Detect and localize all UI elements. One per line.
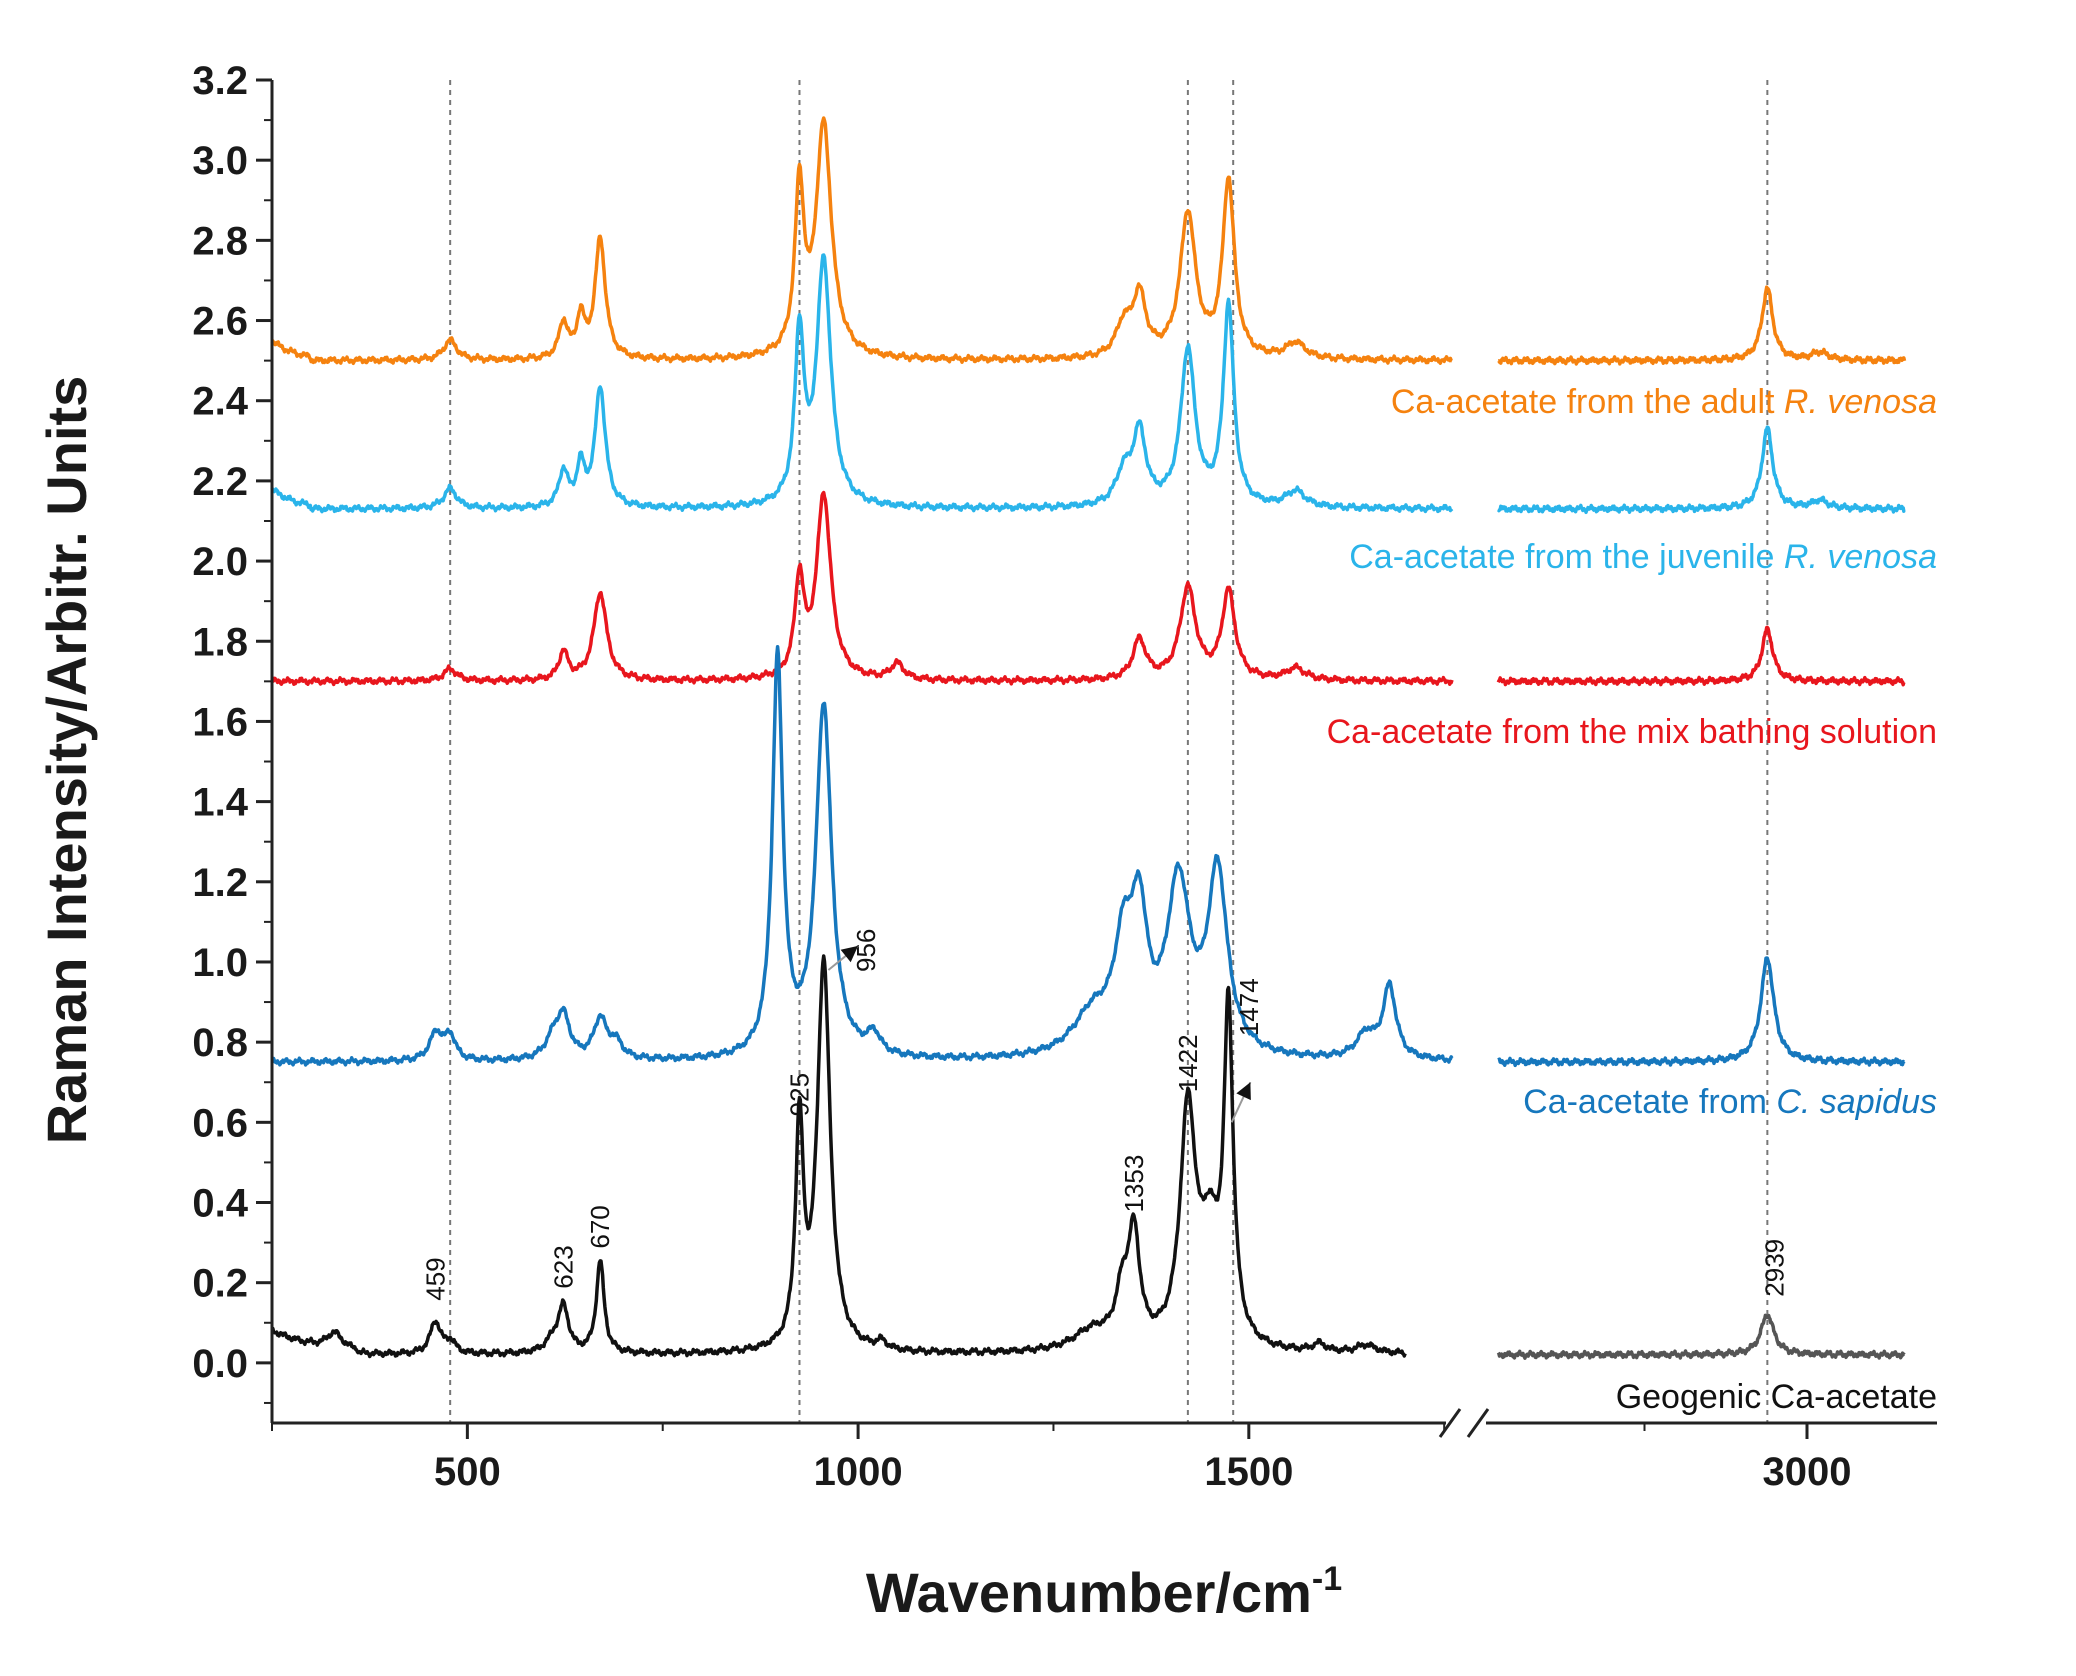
y-tick-label: 2.0 [192,540,248,584]
y-tick-label: 2.2 [192,460,248,504]
x-tick-label: 1500 [1204,1450,1293,1494]
y-tick-label: 0.4 [192,1182,248,1226]
series-label-prefix: Ca-acetate from [1523,1083,1776,1121]
y-tick-label: 1.8 [192,620,248,664]
axes: 0.0 0.2 0.4 0.6 0.8 1.0 1.2 1.4 1.6 1.8 2.0 2.2 2.4 2… [35,59,1937,1624]
peak-label-1422: 1422 [1173,1034,1203,1092]
y-tick-label: 0.8 [192,1021,248,1065]
peak-label-670: 670 [585,1205,615,1248]
peak-label-623: 623 [548,1245,578,1288]
x-axis-title: Wavenumber/cm-1 [866,1560,1342,1624]
series-label: Ca-acetate from the adult R. venosa [1391,383,1937,421]
y-tick-label: 3.0 [192,139,248,183]
series-line [271,954,1407,1359]
peak-arrow-956-head [840,945,859,963]
y-tick-label: 2.6 [192,300,248,344]
series-line [1496,425,1906,515]
y-tick-label: 2.4 [192,380,248,424]
peak-label-1474: 1474 [1234,978,1264,1036]
series-label: Ca-acetate from the juvenile R. venosa [1349,538,1937,576]
y-tick-label: 3.2 [192,59,248,103]
y-axis-title: Raman Intensity/Arbitr. Units [35,376,98,1145]
peak-arrow-1474-head [1236,1082,1251,1101]
axis-break-mark [1466,1408,1490,1438]
peak-label-2939: 2939 [1760,1239,1790,1297]
series-label: Ca-acetate from the mix bathing solution [1327,713,1937,751]
y-tick-label: 0.6 [192,1101,248,1145]
series-label-prefix: Ca-acetate from the adult [1391,383,1784,421]
labels-layer: Ca-acetate from the adult R. venosaCa-ac… [420,383,1937,1416]
peak-label-459: 459 [420,1257,450,1300]
y-tick-label: 2.8 [192,219,248,263]
series-label-species: R. venosa [1784,383,1937,421]
y-tick-label: 0.0 [192,1342,248,1386]
series-label-species: R. venosa [1784,538,1937,576]
y-tick-label: 1.2 [192,861,248,905]
y-tick-label: 1.0 [192,941,248,985]
series-line [270,116,1453,366]
x-tick-label: 1000 [814,1450,903,1494]
series-label-species: C. sapidus [1776,1083,1937,1121]
series-1 [270,253,1906,515]
series-label-prefix: Ca-acetate from the mix bathing solution [1327,713,1937,751]
y-tick-label: 0.2 [192,1262,248,1306]
y-tick-label: 1.6 [192,700,248,744]
series-label: Ca-acetate from C. sapidus [1523,1083,1937,1121]
axis-break-mark [1438,1408,1462,1438]
y-tick-label: 1.4 [192,781,248,825]
series-line [1496,625,1906,687]
series-0 [270,116,1907,366]
series-line [1496,1313,1906,1360]
series-line [270,490,1454,687]
peak-label-1353: 1353 [1119,1155,1149,1213]
x-tick-label: 500 [434,1450,501,1494]
x-tick-label: 3000 [1763,1450,1852,1494]
series-line [271,644,1454,1067]
series-label: Geogenic Ca-acetate [1616,1378,1937,1416]
series-line [270,253,1454,514]
series-label-prefix: Ca-acetate from the juvenile [1349,538,1784,576]
series-4 [271,954,1906,1360]
reference-lines [449,80,1769,1423]
series-layer [270,116,1907,1360]
peak-label-925: 925 [784,1073,814,1116]
series-3 [271,644,1906,1068]
series-line [1497,956,1906,1068]
series-2 [270,490,1906,687]
series-label-prefix: Geogenic Ca-acetate [1616,1378,1937,1416]
series-line [1497,285,1907,366]
